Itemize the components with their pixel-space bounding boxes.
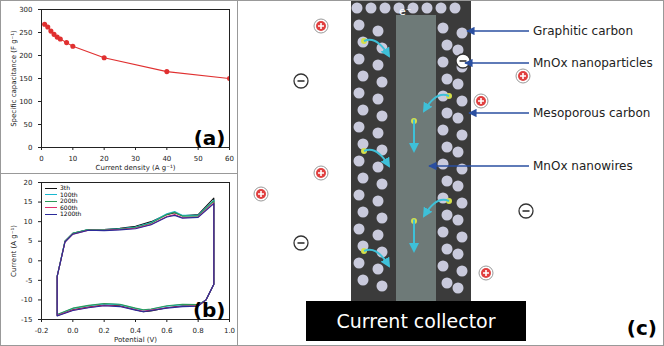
svg-text:(b): (b) bbox=[193, 298, 226, 322]
svg-text:15: 15 bbox=[24, 198, 33, 206]
svg-text:(a): (a) bbox=[194, 126, 226, 150]
svg-text:300: 300 bbox=[19, 6, 32, 14]
svg-text:-10: -10 bbox=[21, 296, 32, 304]
svg-text:0.0: 0.0 bbox=[67, 327, 78, 335]
html-text:3th: 3th bbox=[60, 184, 70, 191]
svg-text:0.2: 0.2 bbox=[99, 327, 110, 335]
svg-text:0.6: 0.6 bbox=[161, 327, 173, 335]
svg-text:10: 10 bbox=[68, 155, 77, 163]
svg-text:100: 100 bbox=[19, 98, 32, 106]
svg-text:0.4: 0.4 bbox=[130, 327, 142, 335]
svg-text:150: 150 bbox=[19, 75, 32, 83]
svg-text:0: 0 bbox=[28, 144, 32, 152]
svg-text:60: 60 bbox=[225, 155, 234, 163]
svg-text:-15: -15 bbox=[21, 316, 32, 324]
svg-text:Current (A g⁻¹): Current (A g⁻¹) bbox=[10, 225, 18, 277]
svg-text:20: 20 bbox=[24, 179, 33, 187]
svg-text:50: 50 bbox=[194, 155, 203, 163]
svg-text:30: 30 bbox=[131, 155, 140, 163]
svg-text:(c): (c) bbox=[627, 316, 657, 340]
svg-text:Current density (A g⁻¹): Current density (A g⁻¹) bbox=[96, 164, 176, 172]
svg-text:200: 200 bbox=[19, 52, 32, 60]
svg-text:0: 0 bbox=[39, 155, 43, 163]
svg-text:e⁻: e⁻ bbox=[399, 5, 412, 18]
svg-text:1.0: 1.0 bbox=[224, 327, 235, 335]
html-text:600th: 600th bbox=[60, 203, 78, 211]
svg-text:50: 50 bbox=[24, 121, 33, 129]
svg-text:20: 20 bbox=[100, 155, 109, 163]
html-text:200th: 200th bbox=[60, 197, 78, 204]
svg-text:MnOx nanowires: MnOx nanowires bbox=[533, 159, 633, 173]
svg-text:Mesoporous carbon: Mesoporous carbon bbox=[533, 106, 650, 120]
svg-text:Graphitic carbon: Graphitic carbon bbox=[533, 24, 633, 38]
svg-text:Specific capacitance (F g⁻¹): Specific capacitance (F g⁻¹) bbox=[10, 30, 18, 127]
svg-text:MnOx nanoparticles: MnOx nanoparticles bbox=[533, 56, 653, 70]
svg-text:-5: -5 bbox=[26, 277, 33, 285]
html-text:1200th: 1200th bbox=[60, 210, 82, 217]
svg-text:10: 10 bbox=[24, 218, 33, 226]
svg-text:250: 250 bbox=[19, 29, 32, 37]
svg-text:Potential (V): Potential (V) bbox=[114, 336, 157, 344]
svg-text:-0.2: -0.2 bbox=[35, 327, 49, 335]
svg-text:0.8: 0.8 bbox=[193, 327, 204, 335]
svg-text:40: 40 bbox=[162, 155, 171, 163]
svg-text:0: 0 bbox=[28, 257, 32, 265]
svg-text:Current collector: Current collector bbox=[336, 310, 495, 332]
svg-text:5: 5 bbox=[28, 237, 32, 245]
html-text:100th: 100th bbox=[60, 190, 78, 198]
